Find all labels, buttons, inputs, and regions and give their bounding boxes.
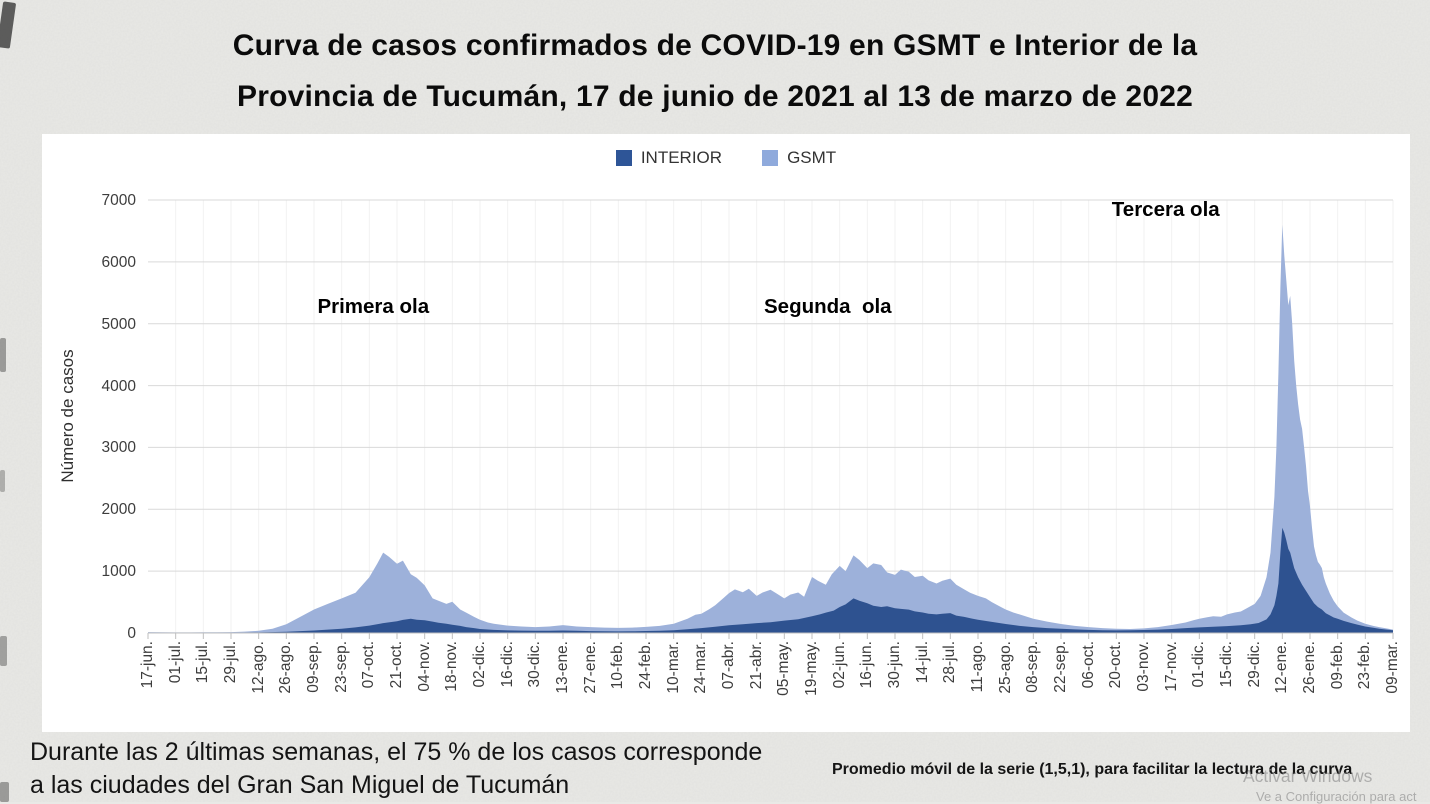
x-tick-label: 10-feb.: [609, 641, 627, 690]
x-tick-label: 19-may.: [803, 641, 820, 696]
x-tick-label: 12-ene.: [1273, 641, 1291, 694]
x-tick-label: 16-dic.: [498, 641, 516, 688]
x-tick-label: 21-abr.: [747, 641, 765, 690]
x-tick-label: 18-nov.: [443, 641, 461, 692]
x-tick-label: 22-sep.: [1052, 641, 1069, 693]
scan-artifact: [0, 782, 9, 802]
y-tick-label: 5000: [101, 315, 136, 333]
x-tick-label: 01-jul.: [166, 641, 184, 684]
plot-area: [147, 199, 1394, 639]
x-tick-label: 03-nov.: [1135, 641, 1152, 692]
x-tick-label: 07-abr.: [720, 641, 737, 690]
annotation-tercera-ola: Tercera ola: [1111, 197, 1220, 221]
x-tick-label: 24-feb.: [637, 641, 654, 690]
page-title-line2: Provincia de Tucumán, 17 de junio de 202…: [237, 80, 1193, 113]
x-tick-label: 01-dic.: [1190, 641, 1208, 688]
y-tick-label: 3000: [101, 439, 136, 457]
x-tick-label: 26-ago.: [277, 641, 295, 694]
windows-activation-watermark: Activar Windows: [1243, 766, 1373, 786]
chart-panel: INTERIOR GSMT Número de casos 0 1000 2000 3…: [42, 134, 1410, 732]
x-tick-label: 21-oct.: [388, 641, 405, 689]
x-tick-label: 06-oct.: [1079, 641, 1097, 689]
x-tick-label: 29-jul.: [222, 641, 239, 684]
x-tick-label: 30-jun.: [886, 641, 903, 689]
x-tick-label: 15-dic.: [1218, 641, 1235, 688]
footnote-left: Durante las 2 últimas semanas, el 75 % d…: [30, 736, 762, 802]
x-tick-label: 12-ago.: [249, 641, 267, 694]
scan-artifact: [0, 338, 6, 372]
x-tick-label: 09-mar.: [1384, 641, 1401, 694]
scan-artifact: [0, 470, 5, 492]
scan-artifact: [0, 636, 7, 666]
footnote-left-line1: Durante las 2 últimas semanas, el 75 % d…: [30, 738, 763, 766]
y-axis-title: Número de casos: [58, 349, 77, 483]
x-tick-label: 04-nov.: [415, 641, 433, 692]
area-series-gsmt: [148, 224, 1393, 633]
x-tick-label: 28-jul.: [941, 641, 959, 684]
annotation-primera-ola: Primera ola: [317, 295, 430, 318]
x-tick-label: 02-dic.: [471, 641, 488, 688]
x-tick-label: 20-oct.: [1107, 641, 1125, 689]
x-tick-label: 27-ene.: [581, 641, 599, 694]
y-tick-label: 2000: [101, 501, 136, 519]
x-tick-label: 23-sep.: [332, 641, 350, 693]
x-tick-label: 24-mar.: [692, 641, 710, 694]
x-tick-label: 05-may.: [775, 641, 793, 696]
area-chart: [147, 199, 1394, 639]
x-tick-label: 08-sep.: [1024, 641, 1042, 693]
y-tick-label: 0: [127, 625, 136, 642]
x-tick-label: 29-dic.: [1245, 641, 1263, 688]
legend-swatch-gsmt: [762, 150, 779, 166]
x-tick-label: 02-jun.: [830, 641, 848, 689]
legend-swatch-interior: [615, 150, 632, 166]
x-tick-label: 09-feb.: [1328, 641, 1346, 690]
x-tick-label: 30-dic.: [526, 641, 544, 688]
x-tick-label: 16-jun.: [858, 641, 876, 689]
x-tick-label: 26-ene.: [1301, 641, 1318, 694]
y-tick-label: 7000: [101, 192, 136, 209]
legend-item-gsmt: GSMT: [762, 148, 836, 168]
x-tick-label: 23-feb.: [1356, 641, 1374, 690]
x-tick-label: 11-ago.: [969, 641, 986, 693]
legend-label-gsmt: GSMT: [787, 148, 837, 167]
footnote-left-line2: a las ciudades del Gran San Miguel de Tu…: [30, 771, 570, 799]
legend-label-interior: INTERIOR: [640, 148, 723, 167]
legend-item-interior: INTERIOR: [615, 148, 723, 168]
x-tick-label: 10-mar.: [664, 641, 682, 694]
y-tick-label: 6000: [101, 253, 136, 271]
x-tick-label: 17-nov.: [1162, 641, 1180, 692]
x-tick-label: 15-jul.: [194, 641, 212, 684]
chart-legend: INTERIOR GSMT: [42, 148, 1410, 168]
x-tick-label: 13-ene.: [554, 641, 571, 694]
y-tick-label: 1000: [101, 563, 136, 581]
x-tick-label: 17-jun.: [139, 641, 156, 689]
page-title: Curva de casos confirmados de COVID-19 e…: [0, 20, 1430, 122]
x-tick-label: 07-oct.: [360, 641, 378, 689]
y-tick-label: 4000: [101, 377, 136, 395]
page-title-line1: Curva de casos confirmados de COVID-19 e…: [232, 29, 1198, 62]
x-tick-label: 14-jul.: [913, 641, 931, 684]
x-tick-label: 25-ago.: [996, 641, 1014, 694]
annotation-segunda-ola: Segunda ola: [764, 295, 892, 318]
x-tick-label: 09-sep.: [305, 641, 322, 693]
